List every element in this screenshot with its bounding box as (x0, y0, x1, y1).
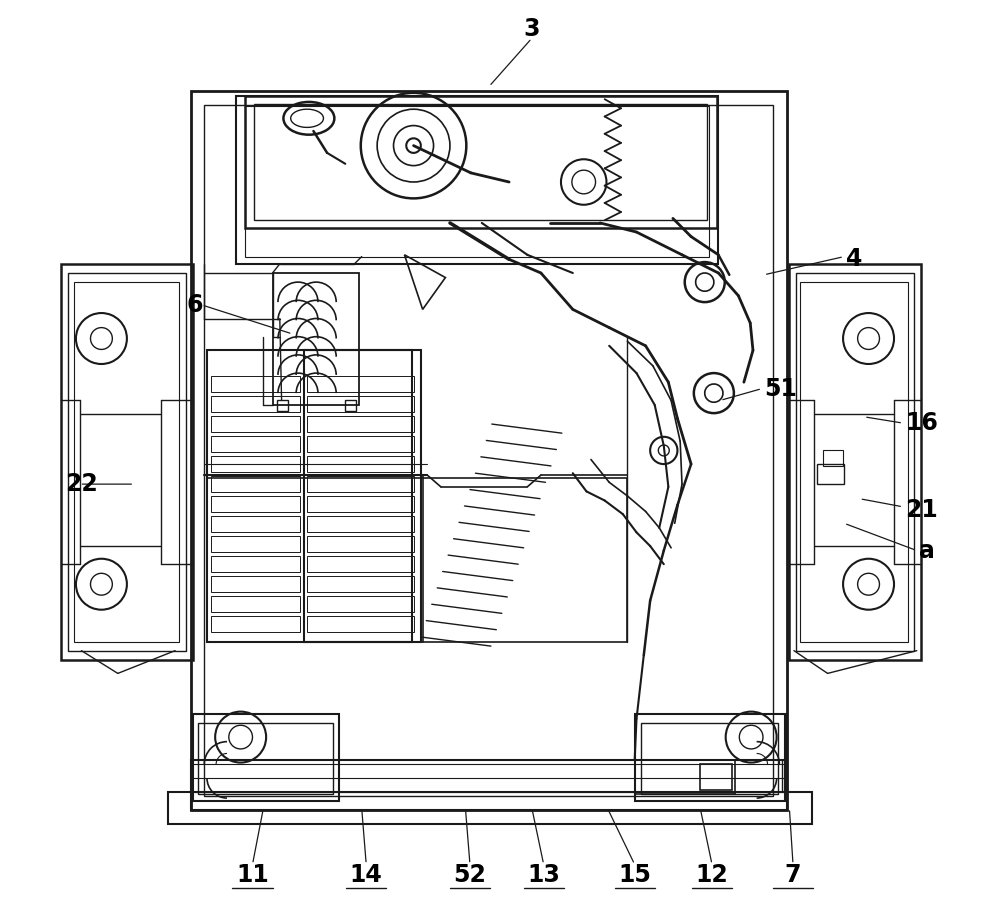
Bar (211, 376, 300, 392)
Bar (307, 476, 414, 492)
Bar (168, 792, 812, 824)
Bar (245, 96, 717, 228)
Bar (345, 400, 356, 411)
Bar (307, 376, 414, 392)
Bar (307, 516, 414, 532)
Bar (823, 450, 843, 466)
Bar (307, 596, 414, 612)
Bar (307, 396, 414, 412)
Bar (211, 616, 300, 632)
Bar (307, 456, 414, 472)
Bar (236, 96, 718, 264)
Bar (193, 714, 339, 801)
Bar (74, 282, 179, 642)
Bar (211, 496, 300, 512)
Bar (211, 476, 300, 492)
Bar (307, 556, 414, 572)
Text: 22: 22 (65, 472, 98, 496)
Bar (635, 714, 785, 801)
Bar (307, 496, 414, 512)
Bar (191, 778, 787, 810)
Bar (211, 436, 300, 452)
Text: 7: 7 (785, 864, 801, 887)
Bar (211, 556, 300, 572)
Bar (207, 350, 412, 642)
Text: 52: 52 (454, 864, 486, 887)
Text: 13: 13 (527, 864, 560, 887)
Text: 11: 11 (236, 864, 269, 887)
Bar (814, 414, 894, 546)
Bar (211, 416, 300, 432)
Bar (211, 596, 300, 612)
Text: 16: 16 (905, 411, 938, 435)
Bar (307, 416, 414, 432)
Bar (307, 616, 414, 632)
Bar (211, 516, 300, 532)
Text: 4: 4 (846, 248, 862, 271)
Bar (307, 576, 414, 592)
Text: 6: 6 (186, 293, 203, 317)
Text: 3: 3 (524, 17, 540, 41)
Bar (304, 350, 421, 642)
Text: 12: 12 (696, 864, 728, 887)
Bar (245, 106, 709, 257)
Bar (204, 105, 773, 796)
Bar (700, 764, 732, 790)
Text: 15: 15 (618, 864, 651, 887)
Bar (277, 400, 288, 411)
Bar (254, 104, 707, 220)
Bar (817, 464, 844, 484)
Bar (211, 456, 300, 472)
Bar (789, 264, 921, 660)
Bar (191, 764, 787, 792)
Bar (207, 478, 627, 642)
Text: 14: 14 (350, 864, 383, 887)
Text: a: a (919, 539, 934, 562)
Text: 51: 51 (764, 377, 797, 400)
Bar (307, 536, 414, 552)
Bar (211, 576, 300, 592)
Bar (800, 282, 908, 642)
Bar (307, 436, 414, 452)
Bar (641, 723, 778, 794)
Bar (191, 760, 787, 810)
Bar (61, 264, 193, 660)
Bar (191, 91, 787, 810)
Bar (211, 396, 300, 412)
Bar (796, 273, 914, 651)
Text: 21: 21 (905, 498, 938, 521)
Bar (68, 273, 186, 651)
Bar (211, 536, 300, 552)
Bar (198, 723, 333, 794)
Bar (80, 414, 161, 546)
Bar (272, 273, 359, 405)
